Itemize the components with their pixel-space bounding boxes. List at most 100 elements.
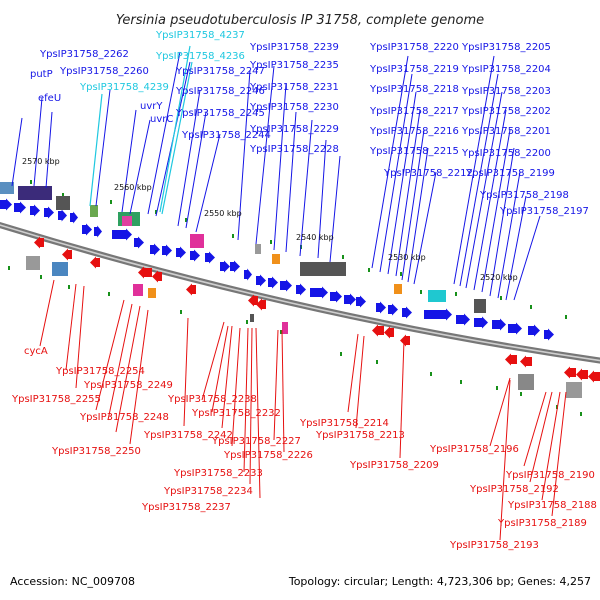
label-leader-lines: [11, 45, 567, 541]
tick-mark: [185, 218, 187, 222]
leader-line: [221, 325, 233, 429]
feature-block: [394, 284, 402, 294]
top-gene-label: YpsIP31758_2205: [461, 42, 551, 53]
tick-mark: [376, 360, 378, 364]
feature-block: [52, 262, 68, 276]
bottom-gene-label: YpsIP31758_2193: [449, 540, 539, 551]
forward-gene-arrow: [176, 246, 186, 259]
bottom-gene-label: YpsIP31758_2249: [83, 380, 173, 391]
bottom-gene-label: YpsIP31758_2232: [191, 408, 281, 419]
leader-line: [183, 317, 189, 427]
reverse-gene-arrow: [138, 266, 152, 279]
forward-gene-arrow: [30, 204, 40, 217]
tick-mark: [68, 285, 70, 289]
top-gene-label: YpsIP31758_2216: [369, 126, 459, 137]
leader-line: [273, 83, 287, 251]
bottom-gene-label: YpsIP31758_2188: [507, 500, 597, 511]
leader-line: [523, 391, 547, 467]
top-gene-label: YpsIP31758_2230: [249, 102, 339, 113]
tick-mark: [530, 305, 532, 309]
tick-mark: [580, 412, 582, 416]
reverse-gene-arrow: [90, 256, 100, 269]
tick-mark: [455, 292, 457, 296]
forward-gene-arrow: [150, 243, 160, 256]
tick-mark: [246, 320, 248, 324]
top-gene-label: YpsIP31758_2260: [59, 66, 149, 77]
leader-line: [347, 333, 359, 413]
leader-line: [371, 55, 409, 269]
leader-line: [317, 139, 327, 259]
backbone-highlight: [0, 224, 600, 362]
tick-mark: [400, 272, 402, 276]
leader-line: [541, 391, 561, 501]
tick-mark: [40, 275, 42, 279]
leader-line: [387, 91, 417, 275]
bottom-gene-label: YpsIP31758_2189: [497, 518, 587, 529]
tick-mark: [108, 292, 110, 296]
bottom-gene-label: YpsIP31758_2234: [163, 486, 253, 497]
bottom-gene-label: YpsIP31758_2192: [469, 484, 559, 495]
top-gene-label: YpsIP31758_4239: [79, 82, 169, 93]
leader-line: [465, 91, 503, 289]
leader-line: [453, 55, 495, 285]
feature-block: [300, 262, 346, 276]
forward-gene-arrow: [162, 244, 172, 257]
leader-line: [147, 51, 181, 215]
leader-line: [129, 119, 151, 215]
top-gene-label: YpsIP31758_2229: [249, 124, 339, 135]
top-gene-label: putP: [30, 69, 53, 80]
top-gene-label: YpsIP31758_2231: [249, 82, 339, 93]
forward-gene-arrow: [492, 318, 506, 331]
leader-line: [107, 303, 133, 421]
feature-block: [122, 216, 132, 226]
leader-line: [255, 65, 275, 245]
bottom-gene-label: YpsIP31758_2209: [349, 460, 439, 471]
top-gene-label: YpsIP31758_2202: [461, 106, 551, 117]
leader-line: [285, 111, 297, 253]
leader-line: [95, 299, 125, 411]
forward-gene-arrow: [94, 225, 102, 238]
feature-block: [566, 382, 582, 398]
forward-gene-arrow: [544, 328, 554, 341]
top-gene-label: YpsIP31758_2235: [249, 60, 339, 71]
leader-line: [399, 339, 405, 459]
feature-block: [428, 290, 446, 302]
top-gene-labels: YpsIP31758_4237 YpsIP31758_2262 YpsIP31758…: [30, 30, 589, 217]
tick-mark: [232, 234, 234, 238]
feature-block: [0, 182, 14, 194]
tick-mark: [342, 255, 344, 259]
reverse-gene-arrow: [384, 326, 394, 339]
bottom-gene-label: YpsIP31758_2227: [211, 436, 301, 447]
leader-line: [11, 117, 23, 187]
top-gene-label: YpsIP31758_2197: [499, 206, 589, 217]
forward-gene-arrow: [256, 274, 266, 287]
bottom-gene-label: YpsIP31758_2233: [173, 468, 263, 479]
leader-line: [281, 329, 285, 453]
tick-mark: [340, 352, 342, 356]
leader-line: [211, 325, 229, 413]
scale-label: 2570 kbp: [22, 157, 60, 166]
tick-mark: [280, 330, 282, 334]
forward-gene-arrow: [82, 223, 92, 236]
leader-line: [115, 305, 141, 433]
leader-line: [95, 89, 111, 207]
reverse-gene-arrow: [564, 366, 576, 379]
reverse-gene-arrow: [576, 368, 588, 381]
leader-line: [75, 285, 85, 389]
feature-block: [56, 196, 70, 210]
feature-block: [250, 314, 254, 322]
top-gene-label: YpsIP31758_2244: [181, 130, 271, 141]
leader-line: [255, 327, 261, 499]
reverse-gene-arrow: [62, 248, 72, 261]
reverse-gene-arrow: [372, 324, 384, 337]
bottom-gene-label: YpsIP31758_2213: [315, 430, 405, 441]
top-gene-label: YpsIP31758_2228: [249, 144, 339, 155]
reverse-gene-arrow: [588, 370, 600, 383]
forward-gene-arrow: [424, 308, 452, 321]
leader-line: [45, 111, 53, 189]
feature-block: [255, 244, 261, 254]
tick-mark: [62, 193, 64, 197]
tick-mark: [8, 266, 10, 270]
leader-line: [33, 97, 43, 187]
